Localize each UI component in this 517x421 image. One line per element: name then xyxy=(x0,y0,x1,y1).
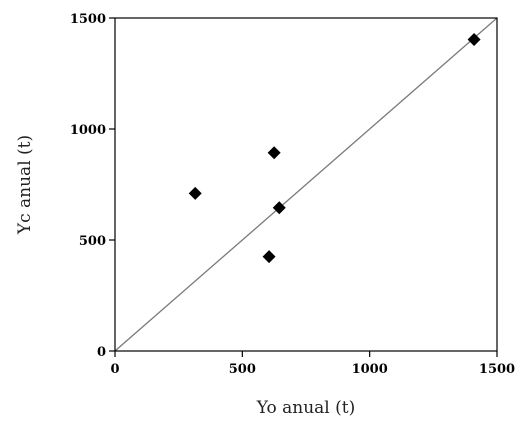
points-layer xyxy=(188,33,481,264)
data-point-4 xyxy=(272,201,286,215)
reference-line-layer xyxy=(114,17,498,352)
x-tick-label-500: 500 xyxy=(229,362,256,377)
x-tick-label-1500: 1500 xyxy=(479,362,515,377)
plot-frame xyxy=(114,17,498,352)
y-tick-label-500: 500 xyxy=(79,234,106,249)
data-point-2 xyxy=(262,250,276,264)
ticks-layer xyxy=(109,17,498,357)
y-tick-label-1000: 1000 xyxy=(70,123,106,138)
data-point-3 xyxy=(267,146,281,160)
data-point-1 xyxy=(188,186,202,200)
y-tick-label-1500: 1500 xyxy=(70,12,106,27)
tick-labels-layer: 0 500 1000 1500 0 500 1000 1500 xyxy=(70,12,515,377)
data-point-5 xyxy=(467,33,481,47)
x-tick-label-1000: 1000 xyxy=(352,362,388,377)
y-axis-label: Yc anual (t) xyxy=(15,135,35,235)
y-tick-label-0: 0 xyxy=(97,345,106,360)
x-axis-label: Yo anual (t) xyxy=(256,398,356,418)
reference-line xyxy=(114,17,498,352)
x-tick-label-0: 0 xyxy=(110,362,119,377)
